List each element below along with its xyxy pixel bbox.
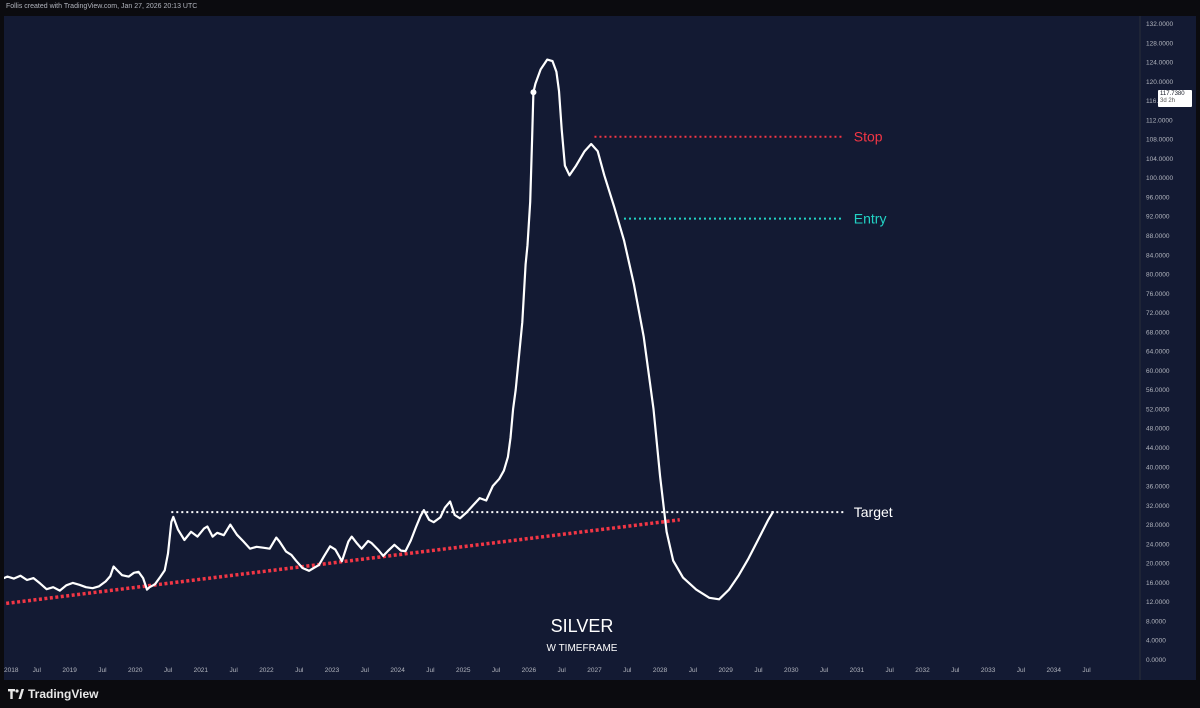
y-tick-label: 48.0000	[1146, 426, 1170, 433]
x-tick-label: 2029	[718, 667, 733, 674]
y-tick-label: 96.0000	[1146, 194, 1170, 201]
chart-credit: Follis created with TradingView.com, Jan…	[6, 3, 198, 10]
support-trendline	[4, 518, 680, 606]
x-tick-label: Jul	[820, 667, 829, 674]
x-tick-label: 2020	[128, 667, 143, 674]
chart-subtitle: W TIMEFRAME	[547, 643, 618, 654]
y-tick-label: 108.0000	[1146, 137, 1173, 144]
title-layer: SILVER W TIMEFRAME	[547, 616, 618, 654]
price-chart[interactable]: 132.0000128.0000124.0000120.0000116.0000…	[4, 16, 1196, 680]
footer: TradingView	[0, 680, 1200, 708]
y-tick-label: 112.0000	[1146, 117, 1173, 124]
y-tick-label: 92.0000	[1146, 214, 1170, 221]
y-tick-label: 124.0000	[1146, 60, 1173, 67]
x-tick-label: Jul	[164, 667, 173, 674]
y-tick-label: 60.0000	[1146, 368, 1170, 375]
y-tick-label: 80.0000	[1146, 272, 1170, 279]
price-series-line	[532, 58, 774, 601]
annotation-layer: Stop Entry Target	[171, 129, 893, 520]
x-tick-label: Jul	[558, 667, 567, 674]
y-tick-label: 64.0000	[1146, 349, 1170, 356]
x-tick-label: 2021	[194, 667, 209, 674]
y-tick-label: 128.0000	[1146, 40, 1173, 47]
bar-countdown: 3d 2h	[1160, 98, 1176, 104]
last-price-value: 117.7380	[1160, 91, 1185, 97]
x-tick-label: Jul	[1017, 667, 1026, 674]
y-tick-label: 36.0000	[1146, 484, 1170, 491]
x-tick-label: 2026	[522, 667, 537, 674]
y-tick-label: 44.0000	[1146, 445, 1170, 452]
y-tick-label: 104.0000	[1146, 156, 1173, 163]
y-tick-label: 24.0000	[1146, 541, 1170, 548]
x-tick-label: Jul	[951, 667, 960, 674]
last-price-dot	[530, 89, 537, 96]
brand-name: TradingView	[28, 687, 99, 701]
x-tick-label: Jul	[754, 667, 763, 674]
x-tick-label: 2033	[981, 667, 996, 674]
y-tick-label: 132.0000	[1146, 21, 1173, 28]
x-tick-label: Jul	[1082, 667, 1091, 674]
x-tick-label: 2032	[915, 667, 930, 674]
x-tick-label: 2030	[784, 667, 799, 674]
series-layer	[4, 58, 774, 601]
y-tick-label: 8.0000	[1146, 618, 1166, 625]
y-tick-label: 52.0000	[1146, 406, 1170, 413]
y-tick-label: 12.0000	[1146, 599, 1170, 606]
x-tick-label: 2027	[587, 667, 602, 674]
y-tick-label: 68.0000	[1146, 329, 1170, 336]
x-tick-label: 2031	[850, 667, 865, 674]
x-tick-label: Jul	[295, 667, 304, 674]
x-tick-label: 2019	[62, 667, 77, 674]
x-tick-label: Jul	[361, 667, 370, 674]
x-axis[interactable]: 2018 Jul 2019 Jul 2020 Jul 2021 Jul 2022 Jul 2023 J…	[4, 667, 1091, 674]
x-tick-label: Jul	[229, 667, 238, 674]
x-tick-label: 2028	[653, 667, 668, 674]
x-tick-label: 2024	[390, 667, 405, 674]
y-tick-label: 56.0000	[1146, 387, 1170, 394]
chart-panel[interactable]: 132.0000128.0000124.0000120.0000116.0000…	[4, 16, 1196, 680]
y-tick-label: 88.0000	[1146, 233, 1170, 240]
y-axis[interactable]: 132.0000128.0000124.0000120.0000116.0000…	[1139, 16, 1173, 680]
x-tick-label: 2023	[325, 667, 340, 674]
y-tick-label: 72.0000	[1146, 310, 1170, 317]
last-price-label: 117.7380 3d 2h	[1158, 90, 1192, 107]
y-tick-label: 20.0000	[1146, 561, 1170, 568]
x-tick-label: 2034	[1046, 667, 1061, 674]
y-tick-label: 28.0000	[1146, 522, 1170, 529]
x-tick-label: 2025	[456, 667, 471, 674]
x-tick-label: Jul	[33, 667, 42, 674]
x-tick-label: Jul	[689, 667, 698, 674]
x-tick-label: Jul	[98, 667, 107, 674]
y-tick-label: 16.0000	[1146, 580, 1170, 587]
tradingview-logo[interactable]: TradingView	[8, 687, 98, 701]
x-tick-label: Jul	[886, 667, 895, 674]
level-label-stop: Stop	[854, 129, 883, 145]
y-tick-label: 100.0000	[1146, 175, 1173, 182]
x-tick-label: Jul	[623, 667, 632, 674]
y-tick-label: 84.0000	[1146, 252, 1170, 259]
level-label-target: Target	[854, 504, 893, 520]
top-bar: Follis created with TradingView.com, Jan…	[0, 0, 1200, 16]
x-tick-label: Jul	[492, 667, 501, 674]
y-tick-label: 4.0000	[1146, 638, 1166, 645]
x-tick-label: 2018	[4, 667, 19, 674]
y-tick-label: 0.0000	[1146, 657, 1166, 664]
chart-title: SILVER	[551, 616, 614, 636]
y-tick-label: 32.0000	[1146, 503, 1170, 510]
x-tick-label: 2022	[259, 667, 274, 674]
y-tick-label: 40.0000	[1146, 464, 1170, 471]
price-series-line	[4, 91, 535, 592]
x-tick-label: Jul	[426, 667, 435, 674]
level-label-entry: Entry	[854, 211, 887, 227]
trendline-layer	[4, 518, 680, 606]
tradingview-logo-icon	[8, 689, 24, 699]
y-tick-label: 76.0000	[1146, 291, 1170, 298]
y-tick-label: 120.0000	[1146, 79, 1173, 86]
